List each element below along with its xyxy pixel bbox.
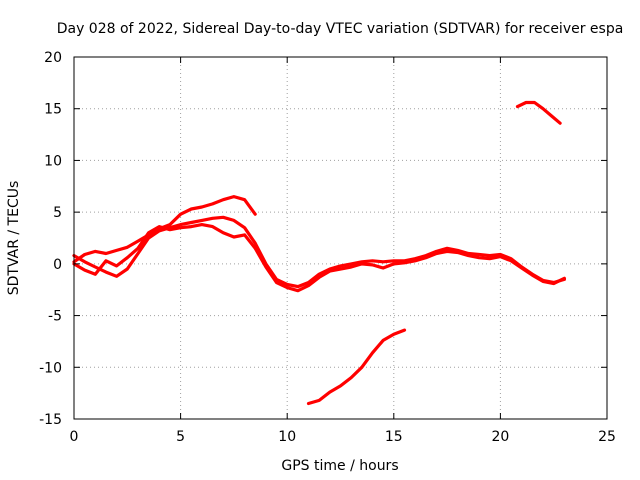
y-tick-label: -15 [39,412,62,428]
y-tick-label: 20 [44,50,62,66]
y-tick-label: 15 [44,102,62,118]
x-tick-label: 10 [278,429,296,445]
y-tick-label: 5 [53,205,62,221]
x-tick-label: 25 [598,429,616,445]
series-trace-5 [515,100,562,125]
series-trace-4 [306,328,407,406]
x-tick-label: 0 [70,429,79,445]
chart-title: Day 028 of 2022, Sidereal Day-to-day VTE… [57,21,624,37]
plot-frame [73,56,608,420]
series-trace-3 [72,195,257,264]
y-tick-label: 0 [53,257,62,273]
x-tick-label: 5 [176,429,185,445]
x-axis-label: GPS time / hours [281,458,398,474]
series-trace-1 [72,215,567,289]
x-tick-label: 20 [491,429,509,445]
x-tick-label: 15 [385,429,403,445]
y-tick-label: -10 [39,360,62,376]
axis-ticks: 0 5 10 15 20 25 -15 -10 -5 0 5 10 15 20 [39,50,616,445]
y-tick-label: -5 [48,309,62,325]
data-series [72,100,567,406]
y-tick-label: 10 [44,153,62,169]
y-axis-label: SDTVAR / TECUs [6,181,22,296]
series-trace-2 [72,223,567,293]
